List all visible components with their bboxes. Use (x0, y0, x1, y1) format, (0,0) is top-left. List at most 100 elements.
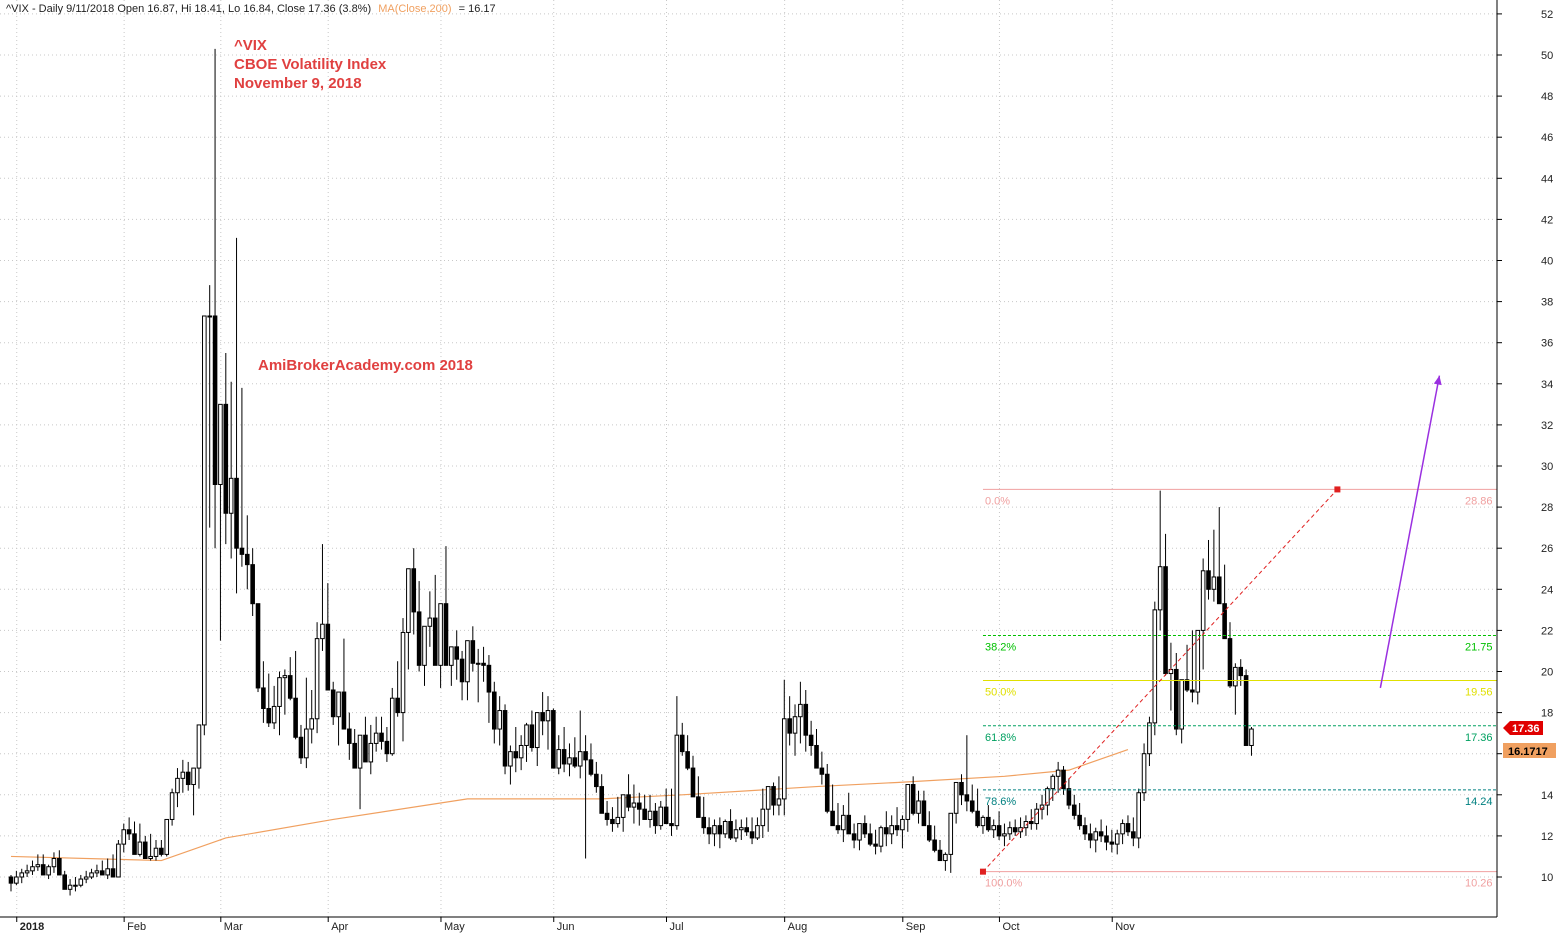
candle (347, 712, 352, 760)
candle-body (314, 638, 320, 720)
candle-body (1163, 566, 1168, 675)
candle-body (352, 742, 357, 769)
candle-body (534, 712, 540, 749)
candle-body (1120, 823, 1125, 835)
candle (1114, 829, 1120, 855)
candle (73, 877, 78, 892)
candle (159, 840, 164, 857)
candle-body (492, 691, 497, 730)
candle-body (964, 794, 970, 802)
header-ohlc: ^VIX - Daily 9/11/2018 Open 16.87, Hi 18… (6, 3, 371, 15)
candle (1002, 823, 1007, 847)
candle-body (744, 827, 749, 833)
candle (304, 677, 309, 769)
chart-title-ticker: ^VIX (234, 37, 267, 54)
candle-body (937, 849, 943, 862)
candle-body (475, 662, 481, 665)
candle-body (513, 751, 519, 759)
candle (588, 743, 594, 777)
candle (180, 759, 186, 793)
candle-body (223, 403, 229, 514)
candle-body (406, 568, 411, 633)
y-tick-label: 38 (1541, 297, 1553, 309)
candle-body (486, 664, 492, 693)
y-tick-label: 18 (1541, 708, 1553, 720)
candle (583, 735, 588, 859)
candle (1077, 803, 1082, 830)
candle-body (481, 662, 486, 666)
candle-body (411, 568, 417, 613)
x-tick-label: 2018 (20, 921, 44, 933)
candle (781, 679, 787, 816)
candle (465, 640, 470, 701)
candle-body (626, 794, 631, 808)
candle (948, 812, 954, 873)
candle-body (459, 658, 465, 683)
candle-body (1195, 629, 1201, 693)
candle-body (604, 812, 610, 820)
candle-body (765, 786, 771, 810)
candle (196, 724, 202, 789)
candle (610, 807, 615, 832)
candle (873, 829, 878, 855)
candle-body (121, 829, 127, 845)
candle-body (293, 697, 298, 738)
candle-body (1077, 814, 1082, 827)
candle (51, 852, 57, 873)
candle (513, 726, 519, 773)
candle-body (1179, 679, 1184, 730)
candle-body (1211, 576, 1217, 590)
candle (685, 735, 690, 771)
candle (1222, 564, 1227, 640)
candle-body (996, 825, 1002, 837)
candle-body (416, 611, 422, 666)
candle (959, 774, 964, 806)
candle (89, 868, 94, 880)
candle (352, 729, 357, 769)
candle (255, 603, 261, 693)
candle (841, 805, 846, 843)
candle (416, 581, 422, 672)
candle (524, 722, 529, 762)
candle-body (1029, 821, 1034, 825)
candle-body (1109, 841, 1115, 845)
candle-body (867, 833, 873, 845)
candle-body (1082, 825, 1088, 835)
candle-body (1012, 827, 1018, 833)
candle-body (277, 677, 282, 707)
candle (599, 774, 605, 814)
candle (690, 755, 696, 798)
candle-body (808, 734, 814, 746)
candle-body (529, 724, 535, 749)
candle-body (755, 825, 760, 839)
candle (878, 825, 884, 853)
candle (728, 809, 733, 841)
candle (1012, 819, 1018, 836)
candle-body (470, 640, 476, 664)
candle (830, 784, 835, 827)
candle-body (647, 810, 653, 820)
candle (969, 784, 975, 814)
candle-body (594, 773, 599, 788)
candle-body (218, 403, 223, 485)
candle-body (599, 786, 605, 814)
candle (94, 864, 100, 877)
candle (722, 819, 728, 838)
y-tick-label: 36 (1541, 338, 1553, 350)
candle-body (814, 744, 819, 769)
candle (658, 800, 664, 830)
candle-body (202, 315, 207, 726)
candle-body (116, 843, 121, 878)
candle-body (943, 853, 948, 862)
candle (594, 761, 599, 793)
candle (953, 781, 959, 824)
candle-body (610, 818, 615, 825)
candle (696, 776, 701, 818)
candle (932, 825, 937, 853)
candle-body (636, 802, 642, 810)
candle-body (207, 315, 212, 318)
candle-body (776, 798, 782, 806)
candle-body (73, 884, 78, 887)
candle-body (14, 876, 19, 884)
